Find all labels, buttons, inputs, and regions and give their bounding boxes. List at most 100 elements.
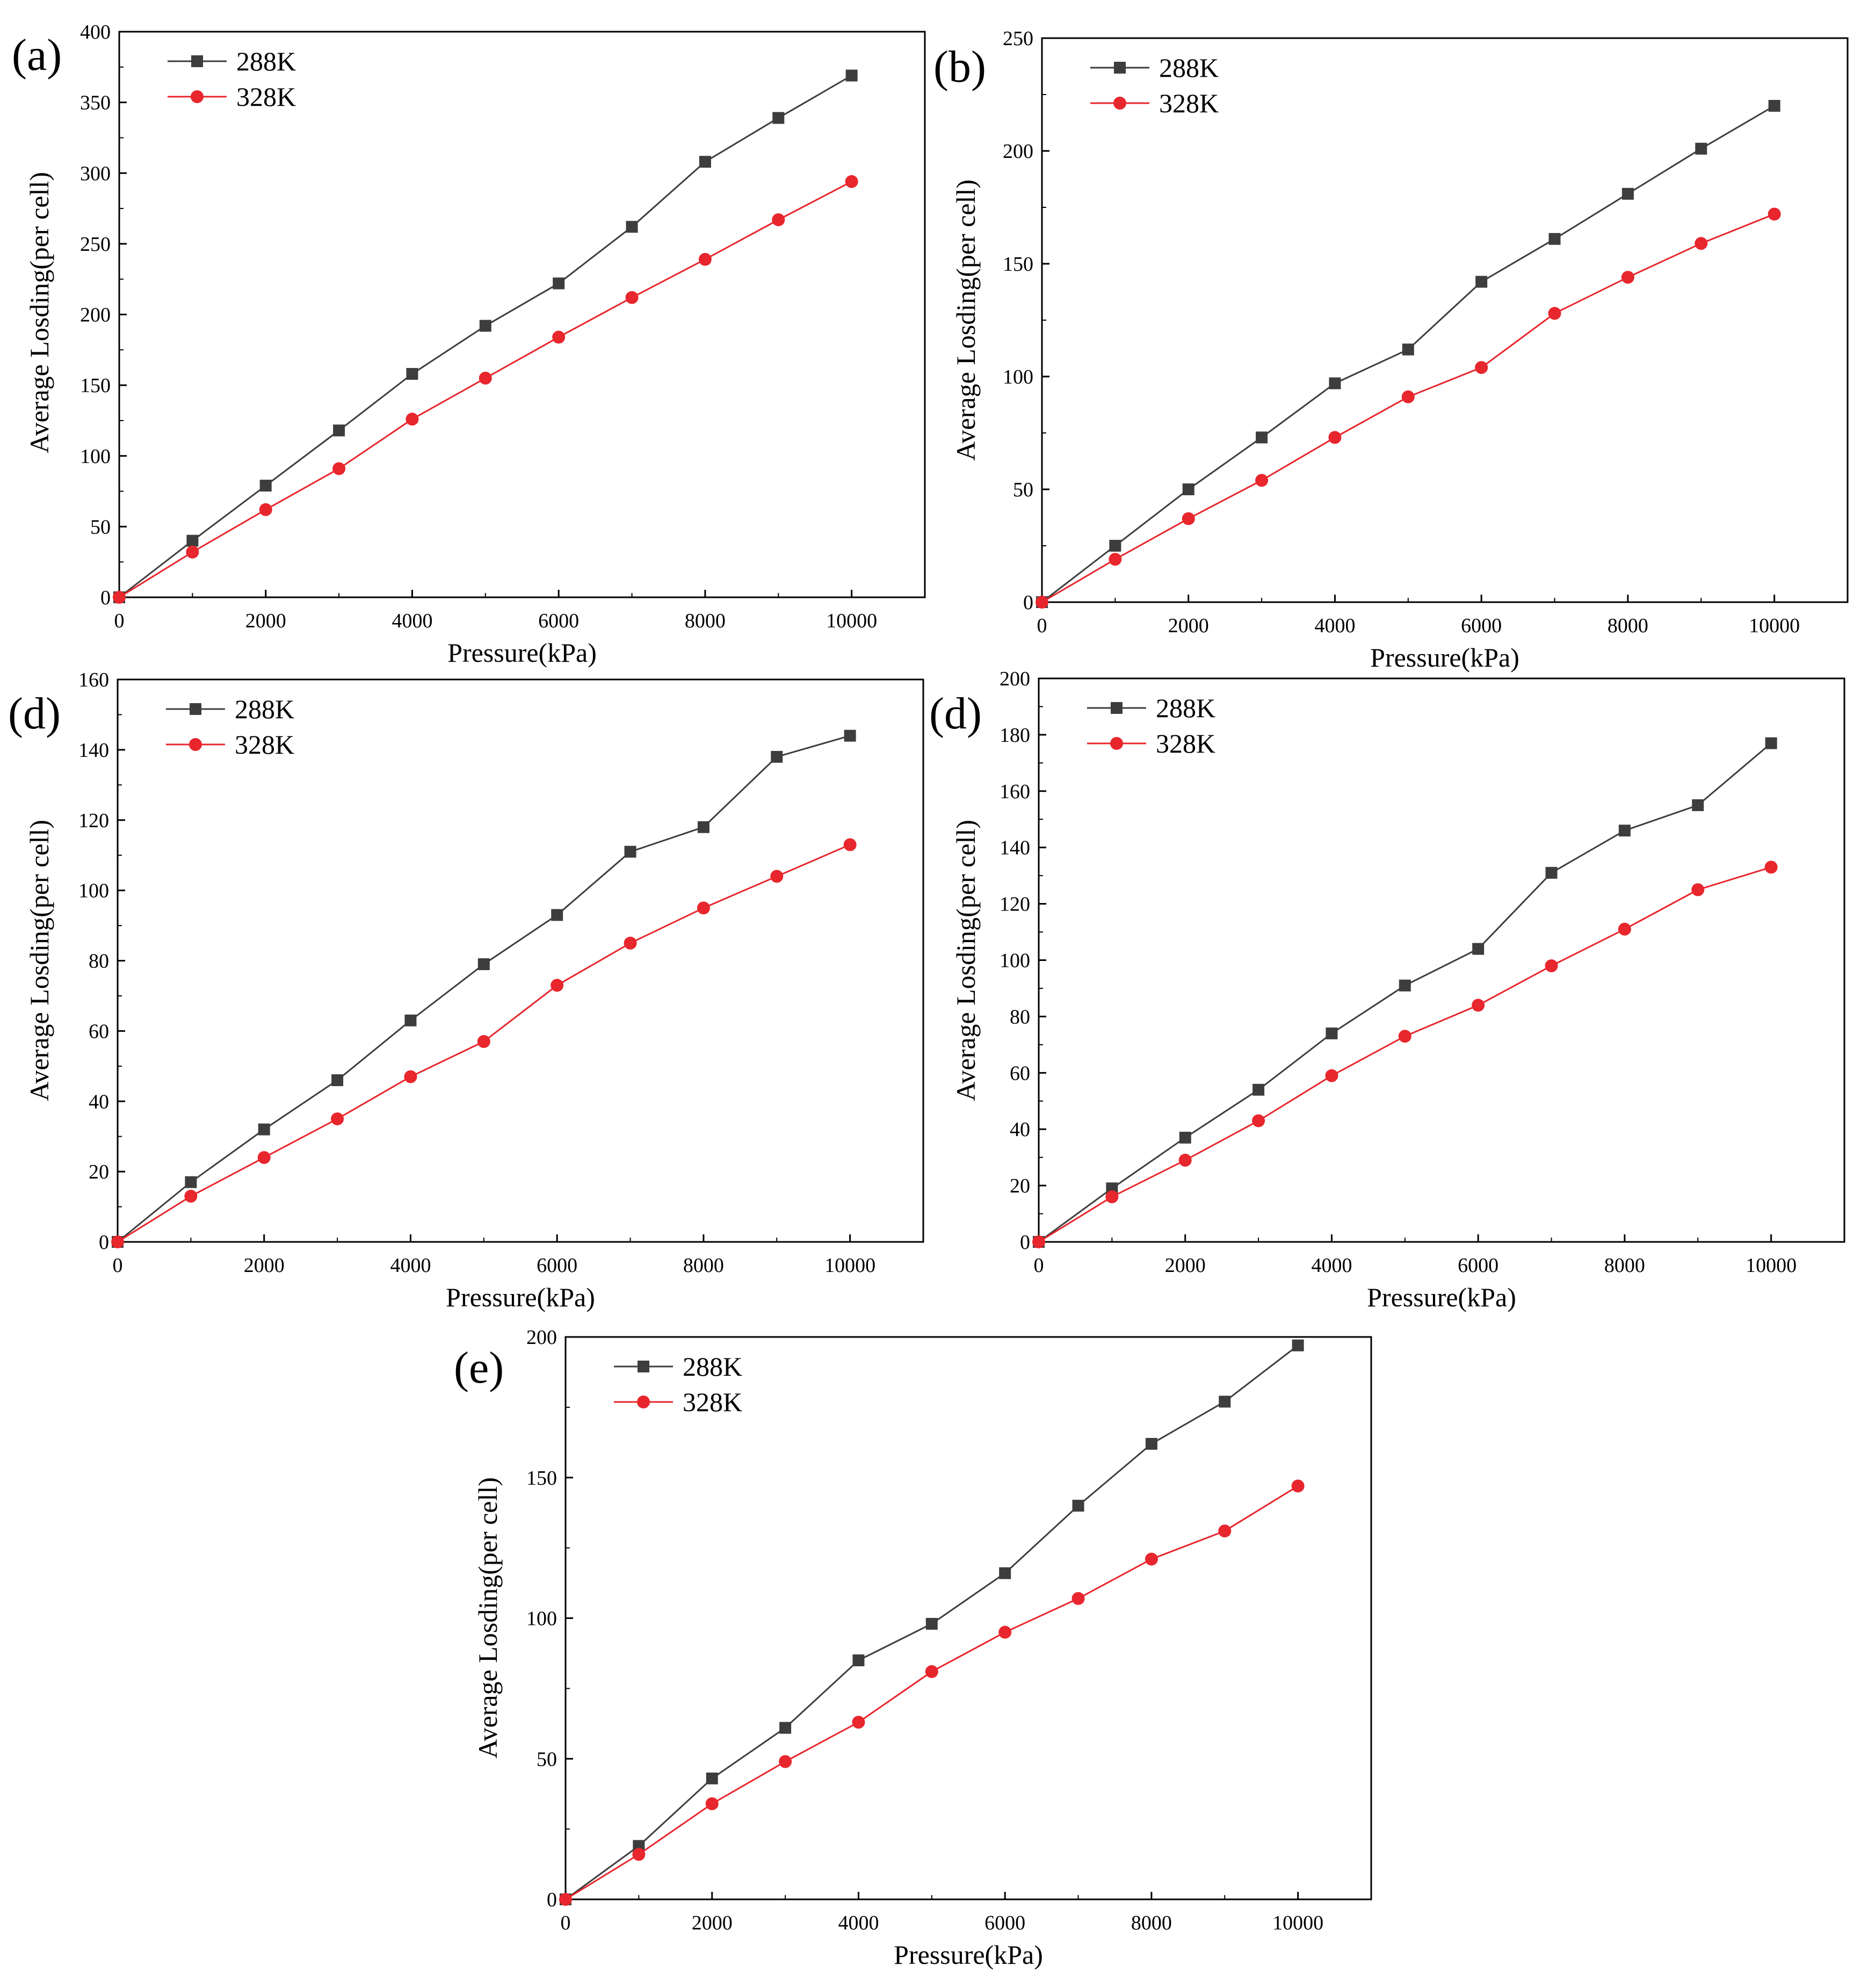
panel-label: (d) (8, 689, 61, 739)
y-axis-title: Average Losding(per cell) (24, 172, 54, 453)
legend-label-288K: 288K (236, 46, 296, 76)
x-tick-label: 10000 (1749, 615, 1800, 637)
y-tick-label: 120 (78, 809, 109, 832)
data-point-288K (1109, 540, 1121, 552)
data-point-288K (551, 909, 563, 921)
y-tick-label: 250 (80, 233, 111, 256)
data-point-288K (1765, 737, 1777, 749)
data-point-328K (779, 1755, 792, 1768)
y-axis-title: Average Losding(per cell) (951, 820, 981, 1101)
x-tick-label: 2000 (245, 610, 286, 632)
data-point-328K (1218, 1524, 1232, 1538)
data-point-328K (1252, 1114, 1265, 1127)
x-tick-label: 10000 (824, 1254, 875, 1277)
x-axis-title: Pressure(kPa) (447, 638, 597, 668)
data-point-328K (772, 213, 785, 227)
data-point-288K (1548, 233, 1561, 245)
legend-label-328K: 328K (1159, 88, 1219, 118)
series-line-328K (565, 1485, 1299, 1900)
x-tick-label: 8000 (1131, 1912, 1172, 1934)
data-point-288K (699, 156, 711, 168)
x-tick-label: 0 (561, 1912, 571, 1934)
panel-label: (e) (454, 1343, 504, 1393)
data-point-328K (1621, 271, 1634, 284)
data-point-288K (406, 368, 418, 380)
y-tick-label: 60 (89, 1020, 109, 1043)
x-tick-label: 2000 (1165, 1254, 1206, 1277)
y-tick-label: 40 (89, 1090, 109, 1113)
chart-panel-3: 0 2000 4000 6000 8000 10000 0 20 40 60 80 100 120 140… (8, 669, 924, 1312)
plot-frame (564, 1336, 1372, 1900)
y-tick-label: 200 (1000, 668, 1030, 690)
data-point-288K (477, 958, 490, 971)
data-point-288K (1252, 1083, 1265, 1096)
y-tick-label: 20 (1010, 1175, 1030, 1197)
x-tick-label: 10000 (826, 610, 877, 632)
data-point-288K (479, 320, 491, 332)
data-point-288K (258, 1123, 270, 1136)
x-tick-label: 8000 (1608, 615, 1648, 637)
data-point-328K (632, 1848, 646, 1861)
legend-label-328K: 328K (1156, 728, 1215, 758)
y-tick-label: 180 (1000, 724, 1030, 747)
legend-label-288K: 288K (1156, 693, 1215, 723)
y-axis-title: Average Losding(per cell) (24, 820, 54, 1101)
data-point-328K (257, 1151, 271, 1164)
y-axis-title: Average Losding(per cell) (951, 179, 981, 461)
x-axis-title: Pressure(kPa) (1367, 1282, 1516, 1312)
data-point-288K (1768, 100, 1780, 112)
data-point-328K (1182, 512, 1195, 525)
data-point-328K (1695, 237, 1708, 250)
data-point-288K (1179, 1131, 1191, 1144)
data-point-288K (844, 729, 856, 742)
data-point-328K (1328, 431, 1342, 444)
data-point-328K (852, 1716, 865, 1729)
data-point-288K (186, 534, 199, 547)
data-point-288K (1475, 276, 1488, 288)
data-point-328K (705, 1797, 719, 1811)
x-tick-label: 0 (113, 1254, 123, 1277)
y-tick-label: 160 (78, 669, 109, 691)
data-point-328K (1255, 474, 1269, 487)
chart-panel-4: 0 2000 4000 6000 8000 10000 0 20 40 60 80 100 120 140… (929, 668, 1845, 1312)
x-axis-title: Pressure(kPa) (1370, 642, 1519, 673)
data-point-328K (1325, 1069, 1338, 1082)
x-tick-label: 0 (1034, 1254, 1044, 1277)
legend-marker-288K (191, 55, 203, 67)
x-tick-label: 6000 (1458, 1254, 1498, 1277)
data-point-328K (998, 1625, 1012, 1639)
data-point-288K (331, 1074, 344, 1086)
y-axis-title: Average Losding(per cell) (473, 1477, 503, 1759)
x-axis-title: Pressure(kPa) (894, 1940, 1043, 1970)
data-point-328K (1109, 553, 1122, 566)
data-point-328K (625, 291, 639, 304)
data-point-288K (771, 750, 783, 763)
data-point-328K (697, 901, 710, 915)
y-tick-label: 40 (1010, 1118, 1030, 1141)
y-tick-label: 250 (1003, 27, 1033, 50)
data-point-328K (1401, 390, 1415, 403)
data-point-328K (1768, 207, 1781, 221)
data-point-328K (1691, 883, 1705, 897)
data-point-288K (1621, 187, 1634, 200)
data-point-288K (1402, 343, 1414, 356)
data-point-328K (1545, 959, 1558, 972)
legend-marker-288K (1111, 702, 1123, 714)
chart-panel-2: 0 2000 4000 6000 8000 10000 0 50 100 150 200 250 Pre… (933, 27, 1849, 673)
data-point-288K (706, 1772, 718, 1784)
series-line-288K (117, 735, 851, 1243)
x-tick-label: 8000 (1604, 1254, 1645, 1277)
x-tick-label: 4000 (390, 1254, 431, 1277)
y-tick-label: 60 (1010, 1062, 1030, 1085)
data-point-328K (1178, 1153, 1192, 1167)
data-point-328K (406, 413, 419, 426)
y-tick-label: 160 (1000, 780, 1030, 803)
y-tick-label: 200 (526, 1326, 557, 1349)
data-point-328K (559, 1893, 572, 1906)
legend-marker-328K (189, 738, 202, 751)
y-tick-label: 0 (100, 587, 111, 609)
data-point-288K (1072, 1500, 1084, 1512)
y-tick-label: 100 (1000, 950, 1030, 972)
data-point-328K (113, 591, 126, 604)
legend-marker-328K (1113, 97, 1126, 110)
